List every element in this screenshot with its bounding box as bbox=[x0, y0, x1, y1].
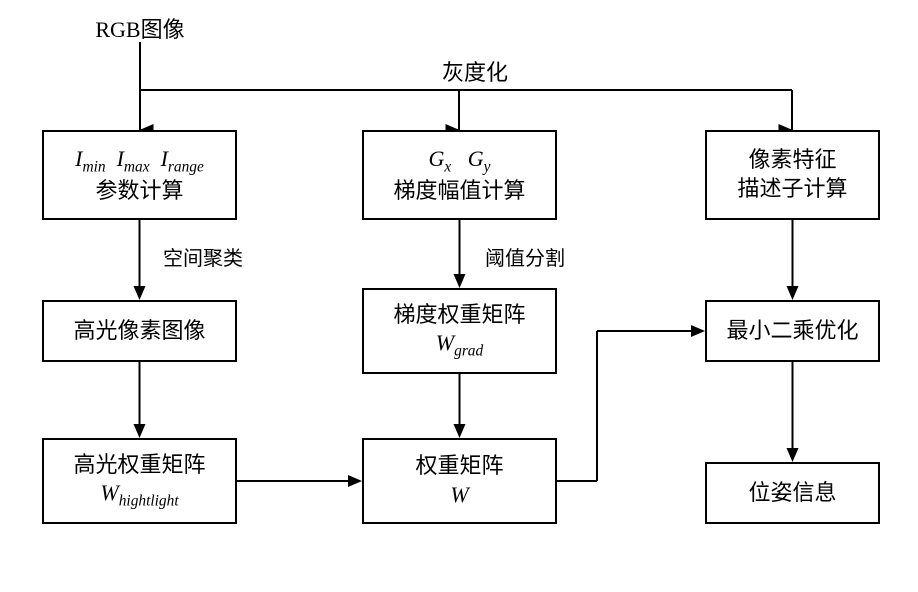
flowchart-container: RGB图像 灰度化 Imin Imax Irange 参数计算 Gx Gy 梯度… bbox=[0, 0, 918, 592]
grad-weight-line2: Wgrad bbox=[436, 329, 483, 361]
pixel-feature-line1: 像素特征 bbox=[748, 146, 836, 175]
node-least-squares: 最小二乘优化 bbox=[705, 300, 880, 362]
label-threshold-segmentation: 阈值分割 bbox=[470, 242, 580, 270]
weight-matrix-line2: W bbox=[450, 481, 468, 510]
label-grayscale: 灰度化 bbox=[430, 55, 520, 85]
weight-matrix-line1: 权重矩阵 bbox=[415, 452, 503, 481]
highlight-pixel-text: 高光像素图像 bbox=[73, 317, 205, 346]
highlight-weight-line2: Whightlight bbox=[100, 479, 178, 511]
grad-weight-line1: 梯度权重矩阵 bbox=[393, 301, 525, 330]
node-gradient: Gx Gy 梯度幅值计算 bbox=[362, 130, 557, 220]
node-pose-info: 位姿信息 bbox=[705, 462, 880, 524]
highlight-weight-line1: 高光权重矩阵 bbox=[73, 451, 205, 480]
gradient-text: 梯度幅值计算 bbox=[393, 177, 525, 206]
pose-info-text: 位姿信息 bbox=[748, 479, 836, 508]
node-weight-matrix: 权重矩阵 W bbox=[362, 438, 557, 524]
node-pixel-feature: 像素特征 描述子计算 bbox=[705, 130, 880, 220]
label-rgb-image: RGB图像 bbox=[80, 12, 200, 42]
params-vars: Imin Imax Irange bbox=[75, 145, 204, 177]
pixel-feature-line2: 描述子计算 bbox=[737, 175, 847, 204]
node-highlight-weight: 高光权重矩阵 Whightlight bbox=[42, 438, 237, 524]
node-highlight-pixel: 高光像素图像 bbox=[42, 300, 237, 362]
node-params: Imin Imax Irange 参数计算 bbox=[42, 130, 237, 220]
label-spatial-clustering: 空间聚类 bbox=[148, 242, 258, 270]
gradient-vars: Gx Gy bbox=[429, 145, 491, 177]
params-text: 参数计算 bbox=[95, 177, 183, 206]
node-grad-weight: 梯度权重矩阵 Wgrad bbox=[362, 288, 557, 374]
least-squares-text: 最小二乘优化 bbox=[726, 317, 858, 346]
